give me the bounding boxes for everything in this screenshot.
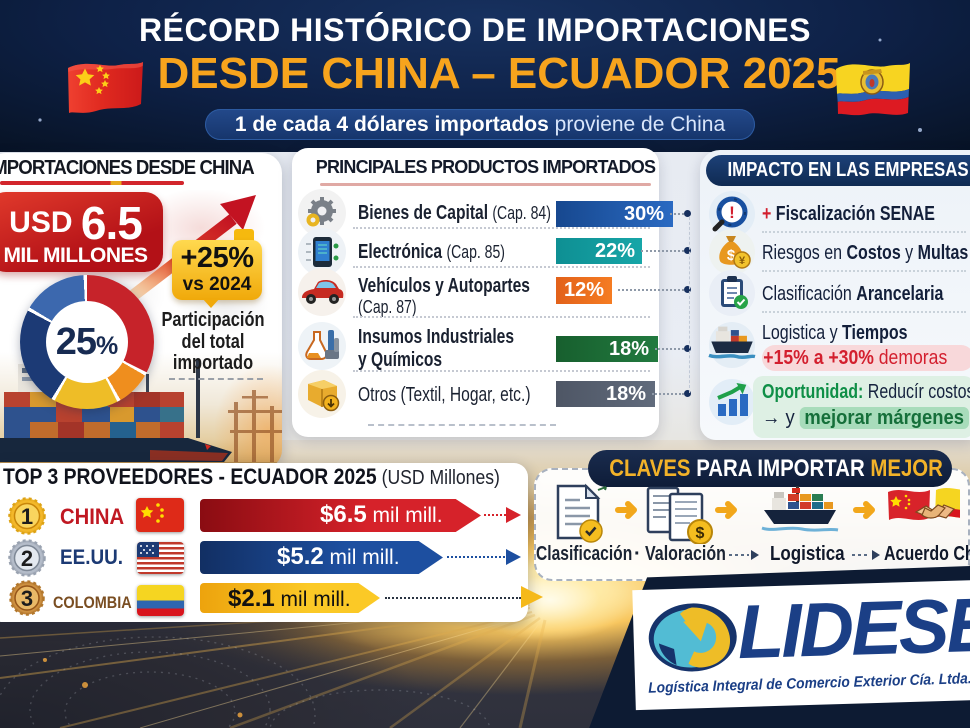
svg-text:¥: ¥	[739, 255, 746, 267]
svg-text:2: 2	[21, 546, 33, 571]
svg-text:1: 1	[21, 504, 33, 529]
svg-text:!: !	[729, 203, 735, 222]
svg-text:$: $	[696, 525, 705, 542]
svg-text:$: $	[727, 247, 736, 264]
svg-text:3: 3	[21, 586, 33, 611]
